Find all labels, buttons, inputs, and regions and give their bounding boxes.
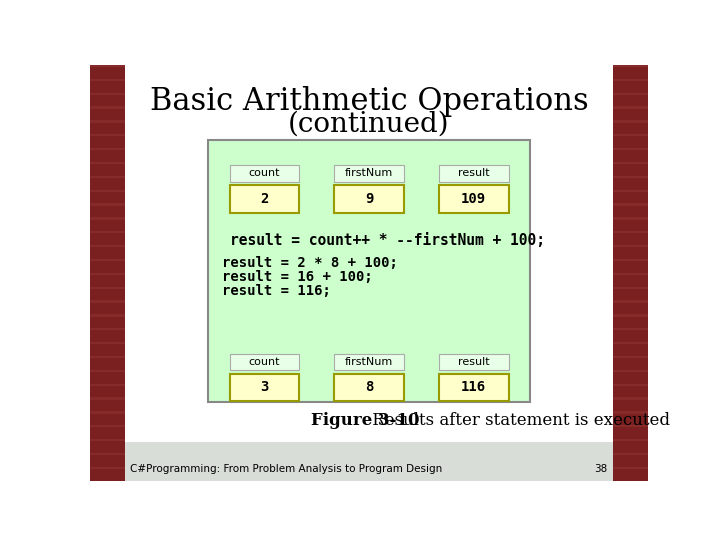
Bar <box>90 176 125 178</box>
Bar <box>438 374 508 401</box>
Bar <box>208 140 530 402</box>
Text: 8: 8 <box>365 380 373 394</box>
Bar <box>613 120 648 123</box>
Bar <box>90 439 125 441</box>
Text: 3: 3 <box>260 380 269 394</box>
Bar <box>90 453 125 455</box>
Text: Figure 3-10 Results after statement is executed: Figure 3-10 Results after statement is e… <box>147 412 591 429</box>
Bar <box>613 342 648 345</box>
Bar <box>90 259 125 261</box>
Bar <box>438 185 508 213</box>
Bar <box>613 106 648 109</box>
Bar <box>90 328 125 330</box>
Bar <box>613 231 648 233</box>
Bar <box>613 273 648 275</box>
Bar <box>90 383 125 386</box>
Bar <box>90 397 125 400</box>
Bar <box>90 411 125 414</box>
Bar <box>230 354 300 370</box>
Bar <box>334 374 404 401</box>
Bar <box>90 92 125 95</box>
Bar <box>613 356 648 358</box>
Bar <box>90 79 125 81</box>
Bar <box>90 314 125 316</box>
Text: result = 116;: result = 116; <box>222 284 330 298</box>
Text: result: result <box>458 357 490 367</box>
Bar <box>90 134 125 137</box>
Bar <box>613 439 648 441</box>
Bar <box>90 231 125 233</box>
Bar <box>90 370 125 372</box>
Bar <box>613 370 648 372</box>
Text: firstNum: firstNum <box>345 168 393 178</box>
Bar <box>90 300 125 303</box>
Bar <box>613 176 648 178</box>
Bar <box>90 106 125 109</box>
Bar <box>613 467 648 469</box>
Bar <box>613 287 648 289</box>
Text: count: count <box>248 357 280 367</box>
Bar <box>90 342 125 345</box>
Text: result = 16 + 100;: result = 16 + 100; <box>222 271 372 285</box>
Text: 116: 116 <box>461 380 486 394</box>
Text: result: result <box>458 168 490 178</box>
Bar <box>230 374 300 401</box>
Text: 9: 9 <box>365 192 373 206</box>
Bar <box>90 217 125 220</box>
Bar <box>613 453 648 455</box>
Bar <box>438 354 508 370</box>
Bar <box>613 79 648 81</box>
Text: result = 2 * 8 + 100;: result = 2 * 8 + 100; <box>222 256 397 271</box>
Bar <box>90 65 125 67</box>
Bar <box>334 185 404 213</box>
Bar <box>613 397 648 400</box>
Bar <box>613 204 648 206</box>
Bar <box>90 65 125 481</box>
Bar <box>334 354 404 370</box>
Bar <box>334 165 404 182</box>
Text: Figure 3-10: Figure 3-10 <box>311 412 419 429</box>
Bar <box>230 185 300 213</box>
Bar <box>90 287 125 289</box>
Bar <box>90 190 125 192</box>
Text: Basic Arithmetic Operations: Basic Arithmetic Operations <box>150 86 588 117</box>
Bar <box>438 165 508 182</box>
Text: firstNum: firstNum <box>345 357 393 367</box>
Text: Results after statement is executed: Results after statement is executed <box>366 412 670 429</box>
Bar <box>613 162 648 164</box>
Bar <box>613 190 648 192</box>
Bar <box>90 204 125 206</box>
Bar <box>90 148 125 150</box>
Bar <box>90 162 125 164</box>
Bar <box>90 356 125 358</box>
Bar <box>90 120 125 123</box>
Bar <box>613 411 648 414</box>
Bar <box>613 425 648 428</box>
Text: C#Programming: From Problem Analysis to Program Design: C#Programming: From Problem Analysis to … <box>130 464 443 474</box>
Bar <box>613 245 648 247</box>
Bar <box>613 300 648 303</box>
Bar <box>613 259 648 261</box>
Bar <box>613 314 648 316</box>
Bar <box>613 328 648 330</box>
Bar <box>613 383 648 386</box>
Bar <box>613 148 648 150</box>
Text: count: count <box>248 168 280 178</box>
Bar <box>90 425 125 428</box>
Bar <box>613 65 648 67</box>
Text: 109: 109 <box>461 192 486 206</box>
Bar <box>90 273 125 275</box>
Text: 2: 2 <box>260 192 269 206</box>
Bar <box>613 217 648 220</box>
Text: (continued): (continued) <box>288 111 450 138</box>
Text: 38: 38 <box>595 464 608 474</box>
Bar <box>613 134 648 137</box>
Bar <box>613 65 648 481</box>
Bar <box>90 467 125 469</box>
Bar <box>613 92 648 95</box>
Bar <box>90 245 125 247</box>
Text: result = count++ * --firstNum + 100;: result = count++ * --firstNum + 100; <box>230 233 544 248</box>
Bar <box>230 165 300 182</box>
Bar <box>125 442 613 481</box>
